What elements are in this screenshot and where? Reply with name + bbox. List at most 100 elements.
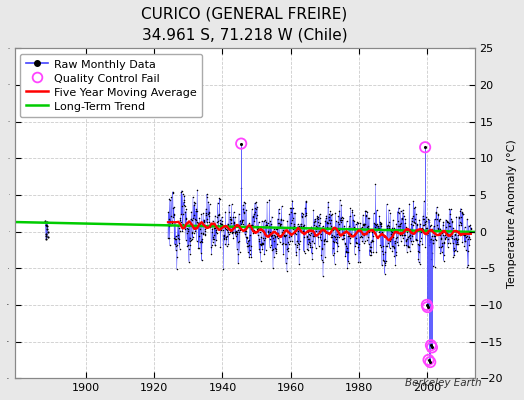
Point [245, 220, 254, 226]
Point [436, 225, 444, 232]
Point [405, 200, 413, 207]
Point [276, 239, 284, 245]
Point [444, 240, 453, 247]
Point [195, 245, 203, 252]
Point [241, 230, 249, 237]
Point [165, 235, 173, 242]
Point [373, 226, 381, 233]
Point [211, 242, 219, 248]
Point [356, 228, 365, 234]
Point [358, 224, 367, 230]
Point [463, 216, 472, 222]
Point [432, 228, 441, 234]
Point [249, 214, 257, 220]
Point [252, 199, 260, 206]
Point [297, 221, 305, 227]
Point [385, 224, 394, 231]
Point [382, 258, 390, 264]
Point [336, 214, 345, 221]
Point [415, 217, 423, 223]
Point [261, 217, 269, 223]
Point [233, 238, 242, 245]
Point [184, 219, 193, 226]
Point [351, 226, 359, 232]
Point [384, 222, 392, 228]
Point [169, 205, 177, 212]
Point [211, 212, 219, 219]
Point [221, 241, 229, 248]
Point [201, 232, 209, 238]
Point [388, 248, 396, 254]
Point [227, 217, 235, 223]
Point [275, 220, 283, 226]
Point [230, 209, 238, 215]
Point [368, 238, 376, 244]
Point [219, 266, 227, 272]
Point [450, 235, 458, 242]
Point [433, 225, 442, 232]
Point [357, 227, 365, 234]
Point [201, 231, 210, 238]
Point [187, 237, 195, 244]
Point [463, 264, 472, 270]
Point [189, 202, 198, 209]
Point [267, 242, 276, 249]
Point [183, 243, 191, 249]
Point [244, 243, 252, 250]
Point [260, 218, 268, 225]
Point [337, 214, 346, 220]
Point [191, 228, 200, 234]
Point [318, 257, 326, 263]
Point [455, 215, 463, 221]
Point [239, 202, 247, 208]
Point [43, 228, 52, 235]
Point [254, 219, 263, 225]
Point [446, 211, 455, 217]
Point [293, 238, 301, 244]
Point [300, 234, 308, 240]
Point [193, 219, 202, 225]
Point [327, 217, 335, 223]
Point [452, 236, 460, 243]
Point [251, 205, 259, 211]
Point [350, 212, 358, 218]
Point [464, 248, 472, 254]
Point [376, 242, 385, 248]
Point [303, 232, 312, 239]
Point [418, 222, 427, 228]
Point [236, 226, 245, 233]
Point [230, 218, 238, 225]
Point [302, 212, 310, 218]
Point [291, 224, 299, 231]
Point [293, 221, 302, 228]
Point [215, 195, 224, 202]
Point [252, 214, 260, 221]
Point [435, 216, 444, 223]
Point [192, 208, 200, 214]
Point [227, 216, 235, 222]
Point [414, 248, 422, 254]
Point [412, 228, 421, 234]
Point [258, 240, 267, 246]
Point [366, 244, 375, 251]
Point [241, 224, 249, 231]
Point [239, 217, 247, 224]
Point [299, 228, 307, 235]
Point [218, 222, 226, 228]
Point [394, 208, 402, 215]
Point [188, 228, 196, 235]
Point [319, 223, 327, 230]
Point [361, 238, 369, 244]
Point [345, 260, 353, 266]
Point [178, 228, 187, 234]
Point [360, 222, 368, 228]
Point [431, 236, 440, 242]
Point [322, 227, 330, 234]
Point [314, 219, 323, 225]
Point [391, 248, 400, 255]
Point [274, 235, 282, 241]
Point [392, 221, 401, 227]
Point [261, 230, 269, 237]
Point [191, 200, 199, 206]
Point [215, 211, 223, 218]
